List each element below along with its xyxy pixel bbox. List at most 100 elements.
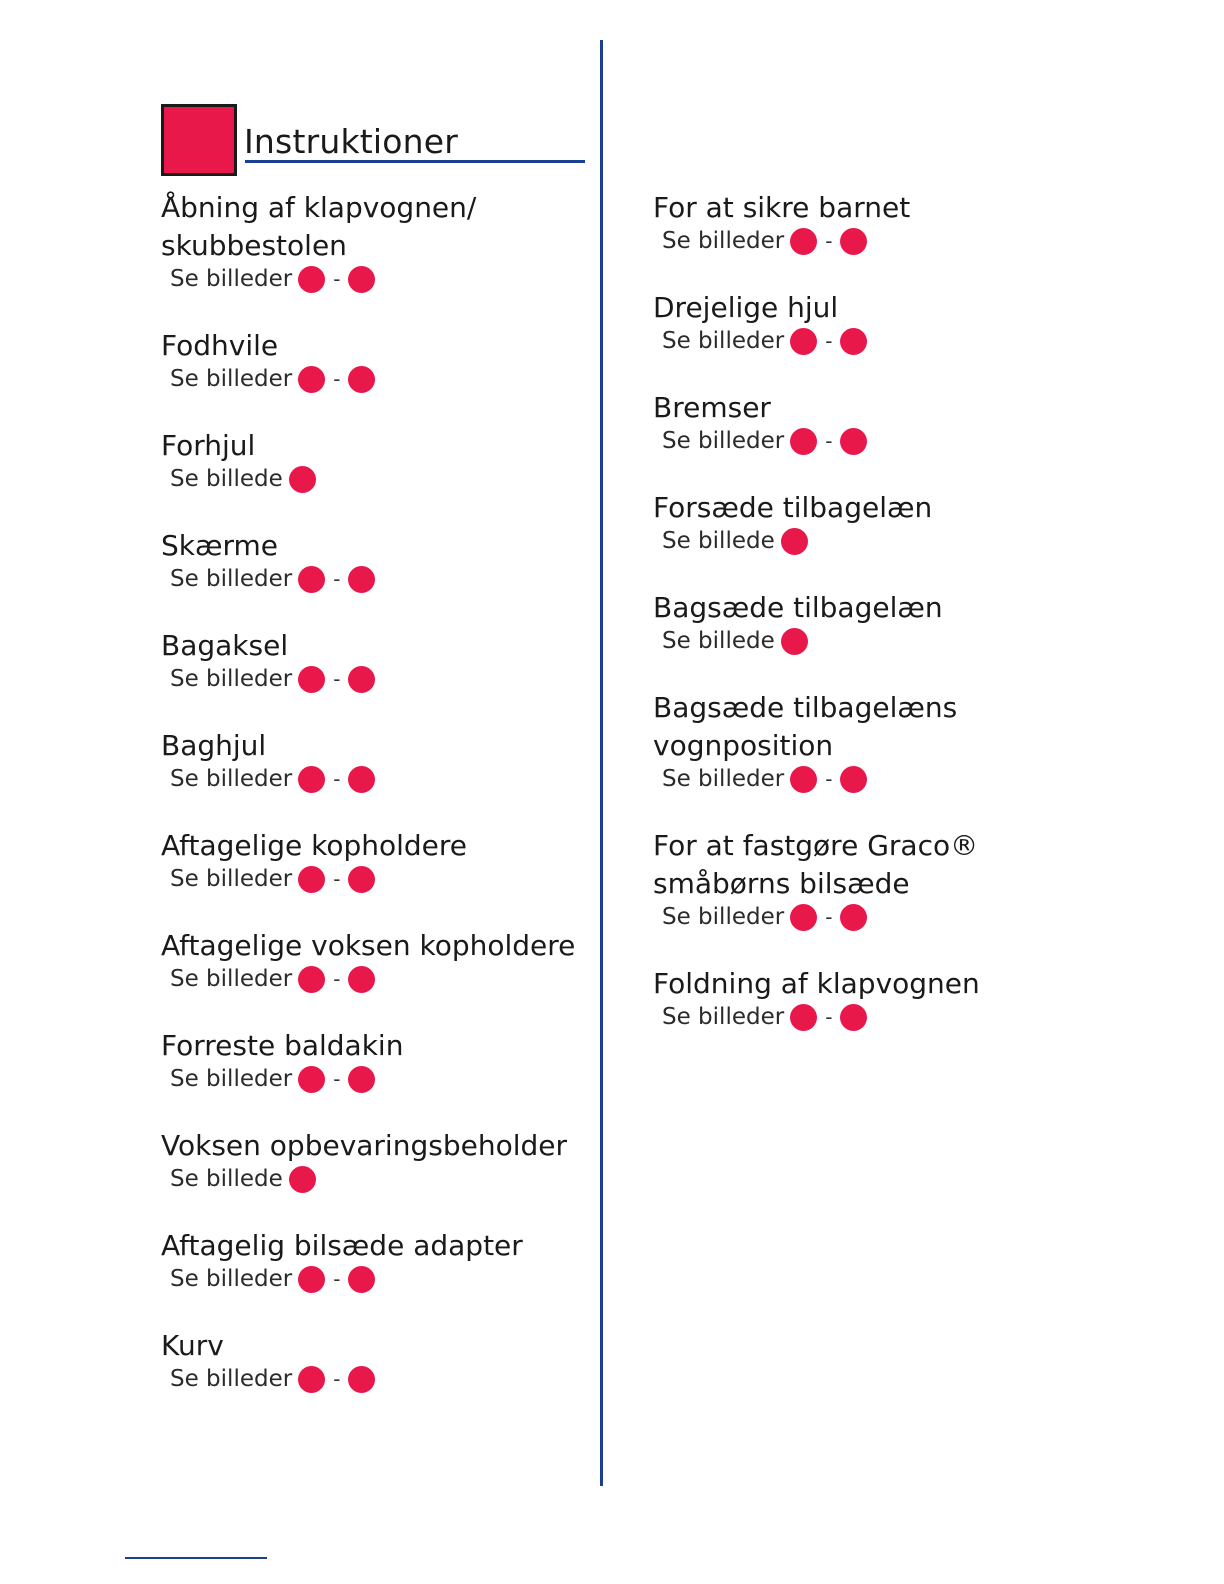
- image-reference: Se billeder -: [170, 1065, 601, 1094]
- figure-number-dot: [298, 1066, 326, 1093]
- reference-label: Se billeder: [662, 1004, 785, 1030]
- image-reference: Se billeder -: [170, 265, 601, 294]
- instruction-entry: Bagaksel Se billeder -: [161, 627, 601, 694]
- range-dash: -: [333, 1367, 341, 1391]
- instruction-entry: Baghjul Se billeder -: [161, 727, 601, 794]
- entry-title: Foldning af klapvognen: [653, 967, 980, 1000]
- figure-number-dot: [298, 766, 326, 793]
- reference-label: Se billeder: [170, 1066, 293, 1092]
- figure-number-dot: [840, 328, 868, 355]
- instruction-entry: Forreste baldakin Se billeder -: [161, 1027, 601, 1094]
- reference-label: Se billede: [170, 1166, 283, 1192]
- reference-label: Se billeder: [662, 904, 785, 930]
- entry-title: Bremser: [653, 391, 771, 424]
- instruction-entry: Bremser Se billeder -: [653, 389, 1093, 456]
- right-column: For at sikre barnet Se billeder - Drejelige…: [653, 189, 1093, 1065]
- figure-number-dot: [790, 428, 818, 455]
- instruction-entry: Forsæde tilbagelæn Se billede: [653, 489, 1093, 556]
- column-divider: [600, 40, 603, 1486]
- entry-title: Forhjul: [161, 429, 256, 462]
- range-dash: -: [825, 767, 833, 791]
- image-reference: Se billeder -: [170, 865, 601, 894]
- image-reference: Se billeder -: [170, 365, 601, 394]
- entry-title: Skærme: [161, 529, 279, 562]
- reference-label: Se billeder: [170, 1266, 293, 1292]
- figure-number-dot: [298, 666, 326, 693]
- image-reference: Se billede: [170, 1165, 601, 1194]
- figure-number-dot: [298, 1366, 326, 1393]
- figure-number-dot: [790, 766, 818, 793]
- instruction-entry: Kurv Se billeder -: [161, 1327, 601, 1394]
- instruction-entry: Åbning af klapvognen/ skubbestolen Se bil…: [161, 189, 601, 294]
- instruction-entry: Fodhvile Se billeder -: [161, 327, 601, 394]
- reference-label: Se billeder: [662, 228, 785, 254]
- figure-number-dot: [348, 1366, 376, 1393]
- entry-title: Bagaksel: [161, 629, 289, 662]
- entry-title: Aftagelige voksen kopholdere: [161, 929, 576, 962]
- reference-label: Se billede: [662, 528, 775, 554]
- entry-title: Baghjul: [161, 729, 267, 762]
- image-reference: Se billeder -: [662, 227, 1093, 256]
- range-dash: -: [333, 967, 341, 991]
- range-dash: -: [333, 867, 341, 891]
- image-reference: Se billede: [170, 465, 601, 494]
- reference-label: Se billeder: [170, 366, 293, 392]
- figure-number-dot: [840, 904, 868, 931]
- instruction-entry: Voksen opbevaringsbeholder Se billede: [161, 1127, 601, 1194]
- instruction-entry: Skærme Se billeder -: [161, 527, 601, 594]
- reference-label: Se billeder: [170, 966, 293, 992]
- reference-label: Se billeder: [662, 766, 785, 792]
- image-reference: Se billeder -: [170, 765, 601, 794]
- title-underline: [245, 160, 585, 163]
- entry-title: Bagsæde tilbagelæns vognposition: [653, 691, 958, 762]
- entry-title: Voksen opbevaringsbeholder: [161, 1129, 567, 1162]
- range-dash: -: [825, 1005, 833, 1029]
- figure-number-dot: [840, 228, 868, 255]
- reference-label: Se billeder: [170, 866, 293, 892]
- figure-number-dot: [298, 866, 326, 893]
- entry-title: Drejelige hjul: [653, 291, 839, 324]
- entry-title: For at fastgøre Graco® småbørns bilsæde: [653, 829, 979, 900]
- image-reference: Se billeder -: [662, 765, 1093, 794]
- range-dash: -: [825, 905, 833, 929]
- image-reference: Se billede: [662, 527, 1093, 556]
- range-dash: -: [333, 667, 341, 691]
- figure-number-dot: [348, 1066, 376, 1093]
- figure-number-dot: [348, 1266, 376, 1293]
- figure-number-dot: [348, 666, 376, 693]
- figure-number-dot: [790, 328, 818, 355]
- footer-rule: [125, 1557, 267, 1559]
- image-reference: Se billeder -: [662, 427, 1093, 456]
- range-dash: -: [333, 367, 341, 391]
- image-reference: Se billeder -: [662, 327, 1093, 356]
- image-reference: Se billede: [662, 627, 1093, 656]
- figure-number-dot: [298, 366, 326, 393]
- instruction-entry: For at sikre barnet Se billeder -: [653, 189, 1093, 256]
- figure-number-dot: [348, 866, 376, 893]
- figure-number-dot: [348, 766, 376, 793]
- reference-label: Se billeder: [170, 566, 293, 592]
- instruction-entry: Aftagelig bilsæde adapter Se billeder -: [161, 1227, 601, 1294]
- figure-number-dot: [790, 1004, 818, 1031]
- range-dash: -: [333, 1267, 341, 1291]
- instruction-entry: Drejelige hjul Se billeder -: [653, 289, 1093, 356]
- figure-number-dot: [840, 428, 868, 455]
- figure-number-dot: [348, 966, 376, 993]
- figure-number-dot: [348, 366, 376, 393]
- entry-title: Åbning af klapvognen/ skubbestolen: [161, 191, 477, 262]
- figure-number-dot: [780, 528, 808, 555]
- figure-number-dot: [298, 1266, 326, 1293]
- entry-title: For at sikre barnet: [653, 191, 911, 224]
- reference-label: Se billeder: [662, 428, 785, 454]
- image-reference: Se billeder -: [170, 1265, 601, 1294]
- instruction-entry: Aftagelige kopholdere Se billeder -: [161, 827, 601, 894]
- figure-number-dot: [790, 228, 818, 255]
- section-marker-square: [161, 104, 237, 176]
- entry-title: Aftagelig bilsæde adapter: [161, 1229, 523, 1262]
- entry-title: Kurv: [161, 1329, 224, 1362]
- instruction-entry: Forhjul Se billede: [161, 427, 601, 494]
- figure-number-dot: [348, 266, 376, 293]
- figure-number-dot: [298, 566, 326, 593]
- range-dash: -: [333, 267, 341, 291]
- instruction-entry: Bagsæde tilbagelæn Se billede: [653, 589, 1093, 656]
